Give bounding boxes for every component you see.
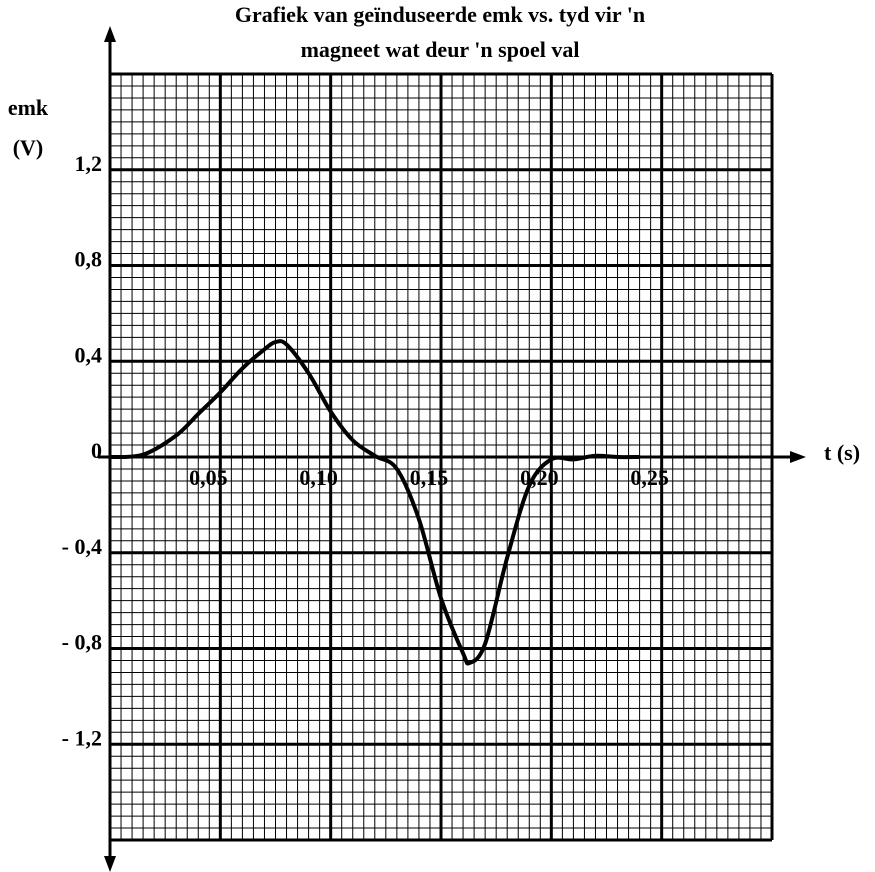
chart-title: Grafiek van geïnduseerde emk vs. tyd vir… bbox=[235, 2, 645, 27]
data-line bbox=[109, 339, 640, 666]
y-tick-label: - 0,4 bbox=[62, 534, 102, 559]
y-tick-label: 0 bbox=[91, 438, 102, 463]
axis-arrow bbox=[790, 451, 806, 463]
plot bbox=[109, 339, 640, 666]
axis-arrow bbox=[104, 26, 116, 42]
y-tick-label: 1,2 bbox=[75, 151, 103, 176]
y-tick-label: - 1,2 bbox=[62, 725, 102, 750]
x-axis-label: t (s) bbox=[824, 440, 860, 465]
axis-arrow bbox=[104, 856, 116, 872]
y-axis-label: (V) bbox=[13, 135, 44, 160]
y-tick-label: 0,8 bbox=[75, 247, 103, 272]
y-tick-label: 0,4 bbox=[75, 342, 103, 367]
x-tick-label: 0,10 bbox=[299, 465, 338, 490]
y-tick-label: - 0,8 bbox=[62, 630, 102, 655]
x-tick-label: 0,05 bbox=[189, 465, 228, 490]
x-tick-label: 0,20 bbox=[520, 465, 559, 490]
x-tick-label: 0,25 bbox=[630, 465, 669, 490]
y-axis-label: emk bbox=[8, 95, 49, 120]
chart-title: magneet wat deur 'n spoel val bbox=[301, 37, 580, 62]
x-tick-label: 0,15 bbox=[410, 465, 449, 490]
